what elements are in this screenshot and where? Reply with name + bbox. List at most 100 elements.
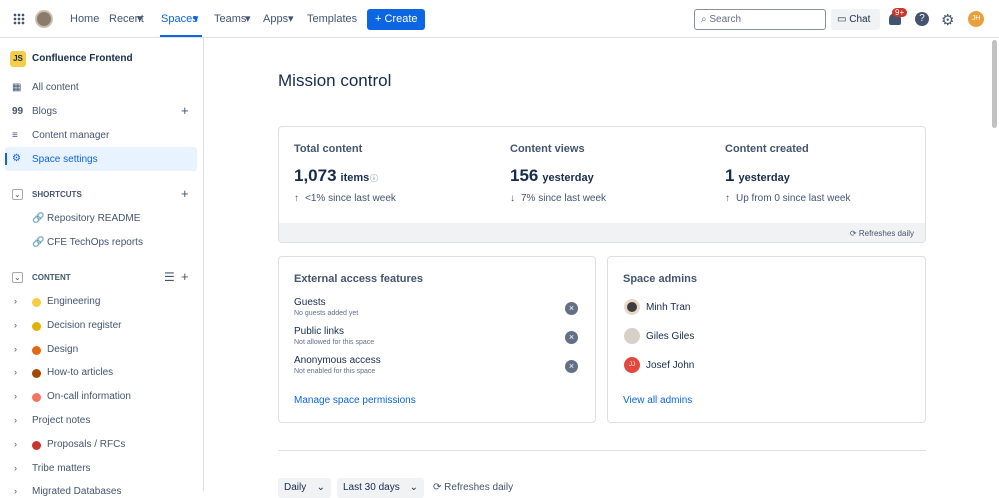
nav-item[interactable]: Recent [109,13,144,25]
card-footer [279,223,925,242]
sidebar-link[interactable]: ▦ [12,82,22,93]
trend-arrow: ↓ [510,193,515,204]
active-bg [5,147,197,171]
caret: ▾ [288,13,294,25]
stats-card: ⟳ Refreshes daily [278,126,926,243]
filter-label: Last 30 days [343,482,400,493]
expand[interactable]: › [14,486,17,497]
external-card [278,256,596,423]
feature-name: Anonymous access [294,355,381,366]
page-icon [32,345,41,355]
link-icon: 🔗 [32,237,45,248]
link-icon: 🔗 [32,213,45,224]
card-title: Space admins [623,273,697,285]
top-nav [0,0,999,38]
sidebar-link[interactable]: Space settings [32,154,98,165]
content-item[interactable]: Design [47,343,79,355]
admins-card [607,256,926,423]
space-name[interactable]: Confluence Frontend [32,53,133,64]
content-item[interactable]: Migrated Databases [32,486,122,498]
stat-change: 7% since last week [521,193,607,204]
sidebar-link[interactable]: All content [32,82,79,93]
add[interactable]: + [181,186,189,201]
settings[interactable]: ⚙ [941,12,955,29]
view-admins[interactable]: View all admins [623,395,693,406]
add[interactable]: + [181,103,189,118]
stat-unit: yesterday [738,172,790,184]
content-item[interactable]: Engineering [47,296,101,307]
expand[interactable]: › [14,367,17,378]
shortcut[interactable]: Repository README [47,213,141,224]
expand[interactable]: › [14,296,17,306]
admin-avatar [624,299,640,315]
page-icon [32,369,41,379]
expand[interactable]: › [14,319,17,330]
page-icon [32,440,41,450]
filter-select[interactable]: Last 30 days ⌄ [337,478,424,498]
nav-item[interactable]: Templates [307,13,358,25]
collapse[interactable]: ⌄ [12,272,23,283]
content-item[interactable]: Decision register [47,319,122,331]
stat-label: Total content [294,143,363,155]
refresh-text: Refreshes daily [858,229,914,238]
expand[interactable]: › [14,462,17,473]
shortcut[interactable]: CFE TechOps reports [47,237,143,248]
nav-item[interactable]: Apps [263,13,289,25]
admin-name[interactable]: Minh Tran [646,302,691,313]
admin-name[interactable]: Giles Giles [646,331,695,342]
stat-change: <1% since last week [305,193,396,204]
content-item[interactable]: Project notes [32,415,91,426]
expand[interactable]: › [14,391,17,402]
expand[interactable]: › [14,415,17,425]
admin-avatar [624,328,640,344]
search-box[interactable]: ⌕ Search [694,9,826,30]
stat-number: 1,073 [294,166,337,185]
chat-label: Chat [849,14,871,25]
stat-value: 1 yesterday [725,166,790,186]
feature-name: Guests [294,297,326,308]
content-item[interactable]: How-to articles [47,367,114,379]
stat-value: 156 yesterday [510,166,594,186]
page-title: Mission control [278,71,392,90]
sidebar-icon: ≡ [12,130,18,141]
avatar[interactable]: JH [968,11,984,27]
scrollbar[interactable] [992,40,997,128]
feature-name: Public links [294,326,345,337]
content-item[interactable]: On-call information [47,391,131,403]
stat-number: 1 [725,166,735,185]
help[interactable]: ? [915,12,929,26]
stat-unit: yesterday [542,172,594,184]
nav-item[interactable]: Home [70,13,100,25]
logo[interactable] [35,10,53,28]
page-icon [32,321,41,331]
refresh-note: ⟳ Refreshes daily [849,229,914,238]
stat-value: 1,073 items [294,166,369,186]
stat-number: 156 [510,166,539,185]
add[interactable]: + [181,269,189,284]
sidebar-link[interactable]: Blogs [32,106,58,117]
filter-select[interactable]: Daily ⌄ [278,478,331,498]
nav-item[interactable]: Spaces [161,13,198,25]
expand[interactable]: › [14,438,17,449]
space-icon: JS [10,51,26,67]
section-title: SHORTCUTS [32,190,82,199]
chat-button[interactable]: ▭ Chat [831,9,880,30]
admin-name[interactable]: Josef John [646,360,695,371]
card-title: External access features [294,273,424,285]
stat-unit: items [340,172,370,184]
collapse[interactable]: ⌄ [12,189,23,200]
sidebar-link[interactable]: Content manager [32,130,110,141]
manage-link[interactable]: Manage space permissions [294,395,416,406]
nav-item[interactable]: Teams [214,13,247,25]
content-item[interactable]: Proposals / RFCs [47,438,126,450]
content-item[interactable]: Tribe matters [32,462,91,474]
stat-label: Content created [725,143,809,155]
create-button[interactable]: + Create [367,9,425,30]
expand[interactable]: › [14,343,17,354]
app-switcher[interactable] [13,13,25,25]
disabled-icon: × [565,331,578,344]
filter[interactable]: ☰ [164,270,175,284]
search-placeholder: Search [709,14,742,25]
feature-desc: Not enabled for this space [294,368,376,375]
caret: ▾ [193,13,199,25]
